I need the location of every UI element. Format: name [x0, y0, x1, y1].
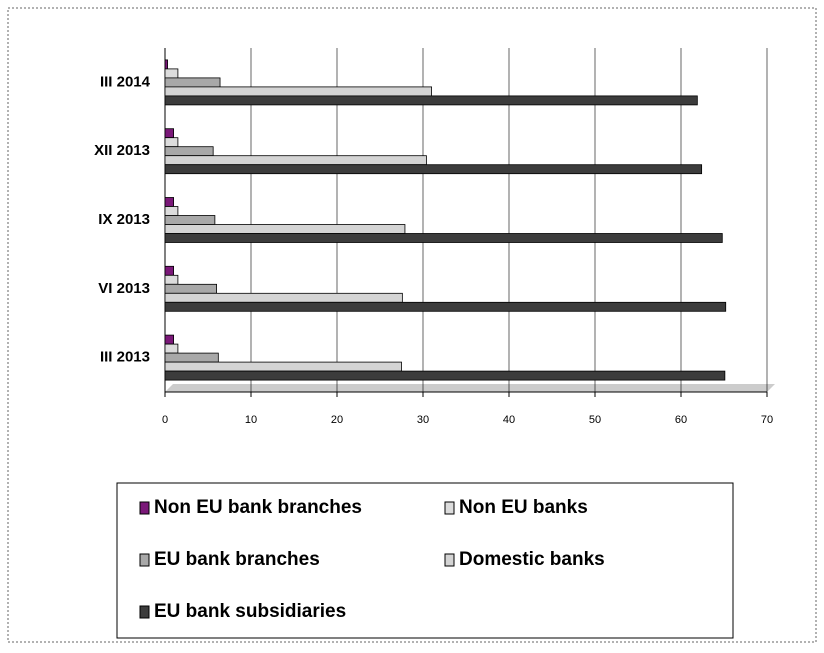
- bar: [164, 215, 216, 225]
- x-tick-label: 60: [675, 414, 687, 426]
- legend-swatch: [139, 605, 150, 619]
- bar: [164, 128, 174, 139]
- bar: [164, 224, 406, 234]
- y-tick-label: XII 2013: [94, 142, 150, 159]
- x-tick-label: 10: [245, 414, 257, 426]
- bar: [164, 197, 174, 207]
- bar: [164, 68, 179, 79]
- legend-label: EU bank branches: [154, 549, 320, 570]
- bar: [164, 274, 179, 285]
- bar: [164, 233, 723, 243]
- bar: [164, 343, 179, 354]
- x-tick-label: 50: [589, 414, 601, 426]
- bar: [164, 86, 433, 97]
- bar: [164, 95, 698, 106]
- y-tick-label: IX 2013: [98, 211, 150, 228]
- bar: [164, 361, 402, 372]
- x-tick-label: 70: [761, 414, 773, 426]
- legend-swatch: [139, 501, 150, 515]
- bar: [164, 283, 217, 294]
- legend-swatch: [444, 501, 455, 515]
- page-border: [7, 7, 817, 643]
- x-tick-label: 20: [331, 414, 343, 426]
- bar: [164, 206, 179, 216]
- legend-label: Non EU bank branches: [154, 497, 362, 518]
- bar: [164, 334, 174, 345]
- y-tick-label: III 2014: [100, 73, 151, 90]
- y-tick-label: III 2013: [100, 349, 150, 366]
- bar: [164, 370, 726, 381]
- floor: [165, 384, 775, 392]
- bar: [164, 301, 727, 312]
- bar: [164, 77, 221, 88]
- legend-label: Non EU banks: [459, 497, 588, 518]
- bar: [164, 137, 179, 148]
- bar: [164, 155, 427, 166]
- legend-swatch: [444, 553, 455, 567]
- legend-box: [116, 482, 734, 639]
- legend-label: Domestic banks: [459, 549, 605, 570]
- x-tick-label: 30: [417, 414, 429, 426]
- bar: [164, 146, 214, 157]
- bar: [164, 292, 403, 303]
- bar: [164, 59, 168, 70]
- legend-swatch: [139, 553, 150, 567]
- y-tick-label: VI 2013: [98, 280, 150, 297]
- bar: [164, 164, 703, 175]
- legend-label: EU bank subsidiaries: [154, 601, 346, 622]
- bar: [164, 265, 174, 276]
- x-tick-label: 40: [503, 414, 515, 426]
- x-tick-label: 0: [162, 414, 168, 426]
- bar: [164, 352, 219, 363]
